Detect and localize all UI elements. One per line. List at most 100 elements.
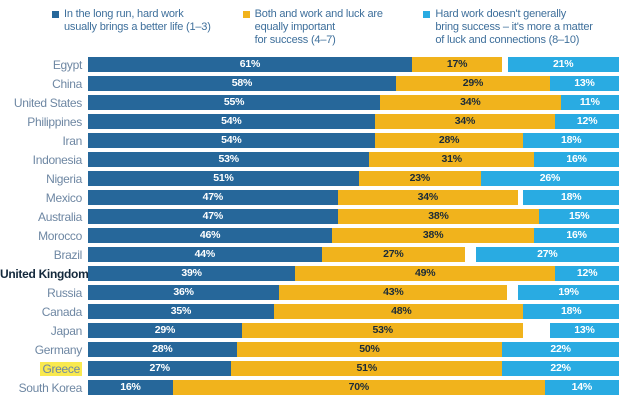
segment-both-equally: 34%	[380, 95, 561, 110]
segment-both-equally: 53%	[241, 323, 524, 338]
segment-both-equally: 31%	[369, 152, 535, 167]
bar-row: South Korea 16% 70% 14%	[0, 378, 619, 397]
segment-both-equally: 48%	[273, 304, 529, 319]
segment-hard-work: 36%	[88, 285, 280, 300]
segment-both-equally: 27%	[321, 247, 465, 262]
segment-both-equally: 49%	[295, 266, 556, 281]
bar-track: 47% 38% 15%	[88, 209, 619, 224]
segment-hard-work: 58%	[88, 76, 396, 91]
bar-row: Brazil 44% 27% 27%	[0, 245, 619, 264]
segment-luck-connections: 18%	[523, 304, 619, 319]
stacked-bar-chart: Egypt 61% 17% 21% China 58% 29% 13% Unit…	[0, 52, 624, 397]
country-label: Japan	[50, 323, 83, 338]
segment-luck-connections: 22%	[502, 342, 619, 357]
segment-luck-connections: 22%	[502, 361, 619, 376]
bar-row: China 58% 29% 13%	[0, 74, 619, 93]
bar-row: Nigeria 51% 23% 26%	[0, 169, 619, 188]
bar-track: 47% 34% 18%	[88, 190, 619, 205]
legend-swatch	[423, 11, 431, 18]
segment-both-equally: 23%	[358, 171, 481, 186]
country-label: Brazil	[53, 247, 83, 262]
segment-both-equally: 34%	[337, 190, 519, 205]
bar-row: United States 55% 34% 11%	[0, 93, 619, 112]
segment-hard-work: 47%	[88, 209, 338, 224]
bar-track: 27% 51% 22%	[88, 361, 619, 376]
segment-luck-connections: 13%	[549, 323, 619, 338]
bar-row: Philippines 54% 34% 12%	[0, 112, 619, 131]
bar-track: 44% 27% 27%	[88, 247, 619, 262]
country-label: Greece	[40, 361, 82, 376]
segment-hard-work: 55%	[88, 95, 381, 110]
segment-luck-connections: 18%	[523, 133, 619, 148]
bar-track: 58% 29% 13%	[88, 76, 619, 91]
segment-hard-work: 29%	[88, 323, 242, 338]
bar-row: Canada 35% 48% 18%	[0, 302, 619, 321]
segment-both-equally: 50%	[236, 342, 503, 357]
bar-row: Egypt 61% 17% 21%	[0, 55, 619, 74]
bar-track: 53% 31% 16%	[88, 152, 619, 167]
country-label: China	[52, 76, 82, 91]
segment-luck-connections: 12%	[555, 266, 619, 281]
segment-both-equally: 28%	[374, 133, 524, 148]
segment-both-equally: 43%	[279, 285, 508, 300]
legend-label: Both and work and luck are equally impor…	[254, 8, 383, 46]
country-label: Morocco	[38, 228, 82, 243]
legend-label: In the long run, hard work usually bring…	[64, 8, 211, 33]
segment-both-equally: 29%	[395, 76, 550, 91]
country-label: Egypt	[52, 57, 82, 72]
legend-label: Hard work doesn't generally bring succes…	[435, 8, 593, 46]
country-label: Germany	[34, 342, 83, 357]
bar-row: Russia 36% 43% 19%	[0, 283, 619, 302]
segment-hard-work: 46%	[88, 228, 333, 243]
country-label: United States	[13, 95, 82, 110]
segment-hard-work: 53%	[88, 152, 370, 167]
segment-luck-connections: 11%	[560, 95, 619, 110]
bar-row: Australia 47% 38% 15%	[0, 207, 619, 226]
country-label: South Korea	[18, 380, 83, 395]
bar-row: Japan 29% 53% 13%	[0, 321, 619, 340]
country-label: Russia	[47, 285, 82, 300]
segment-hard-work: 54%	[88, 114, 375, 129]
segment-hard-work: 47%	[88, 190, 338, 205]
segment-hard-work: 51%	[88, 171, 359, 186]
legend: In the long run, hard work usually bring…	[0, 0, 624, 52]
bar-track: 29% 53% 13%	[88, 323, 619, 338]
segment-luck-connections: 19%	[518, 285, 619, 300]
country-label: Mexico	[45, 190, 83, 205]
segment-luck-connections: 26%	[480, 171, 619, 186]
segment-both-equally: 17%	[411, 57, 503, 72]
bar-row: Greece 27% 51% 22%	[0, 359, 619, 378]
bar-row: Morocco 46% 38% 16%	[0, 226, 619, 245]
legend-item: In the long run, hard work usually bring…	[52, 8, 243, 52]
segment-luck-connections: 21%	[507, 57, 619, 72]
bar-track: 51% 23% 26%	[88, 171, 619, 186]
segment-both-equally: 38%	[337, 209, 540, 224]
bar-track: 61% 17% 21%	[88, 57, 619, 72]
bar-row: Indonesia 53% 31% 16%	[0, 150, 619, 169]
segment-luck-connections: 15%	[539, 209, 619, 224]
bar-track: 28% 50% 22%	[88, 342, 619, 357]
segment-hard-work: 39%	[88, 266, 296, 281]
country-label: Philippines	[27, 114, 82, 129]
segment-luck-connections: 16%	[534, 152, 619, 167]
legend-swatch	[52, 11, 59, 18]
bar-track: 54% 34% 12%	[88, 114, 619, 129]
segment-luck-connections: 14%	[544, 380, 619, 395]
segment-luck-connections: 16%	[534, 228, 619, 243]
segment-hard-work: 28%	[88, 342, 237, 357]
bar-row: Mexico 47% 34% 18%	[0, 188, 619, 207]
bar-track: 16% 70% 14%	[88, 380, 619, 395]
segment-luck-connections: 18%	[523, 190, 619, 205]
country-label: United Kingdom	[0, 266, 89, 281]
segment-hard-work: 16%	[88, 380, 173, 395]
segment-both-equally: 34%	[374, 114, 556, 129]
segment-hard-work: 35%	[88, 304, 274, 319]
segment-both-equally: 38%	[332, 228, 535, 243]
segment-luck-connections: 13%	[549, 76, 619, 91]
segment-luck-connections: 27%	[475, 247, 619, 262]
bar-row: Iran 54% 28% 18%	[0, 131, 619, 150]
country-label: Indonesia	[32, 152, 83, 167]
segment-both-equally: 51%	[231, 361, 503, 376]
country-label: Australia	[38, 209, 82, 224]
bar-track: 54% 28% 18%	[88, 133, 619, 148]
